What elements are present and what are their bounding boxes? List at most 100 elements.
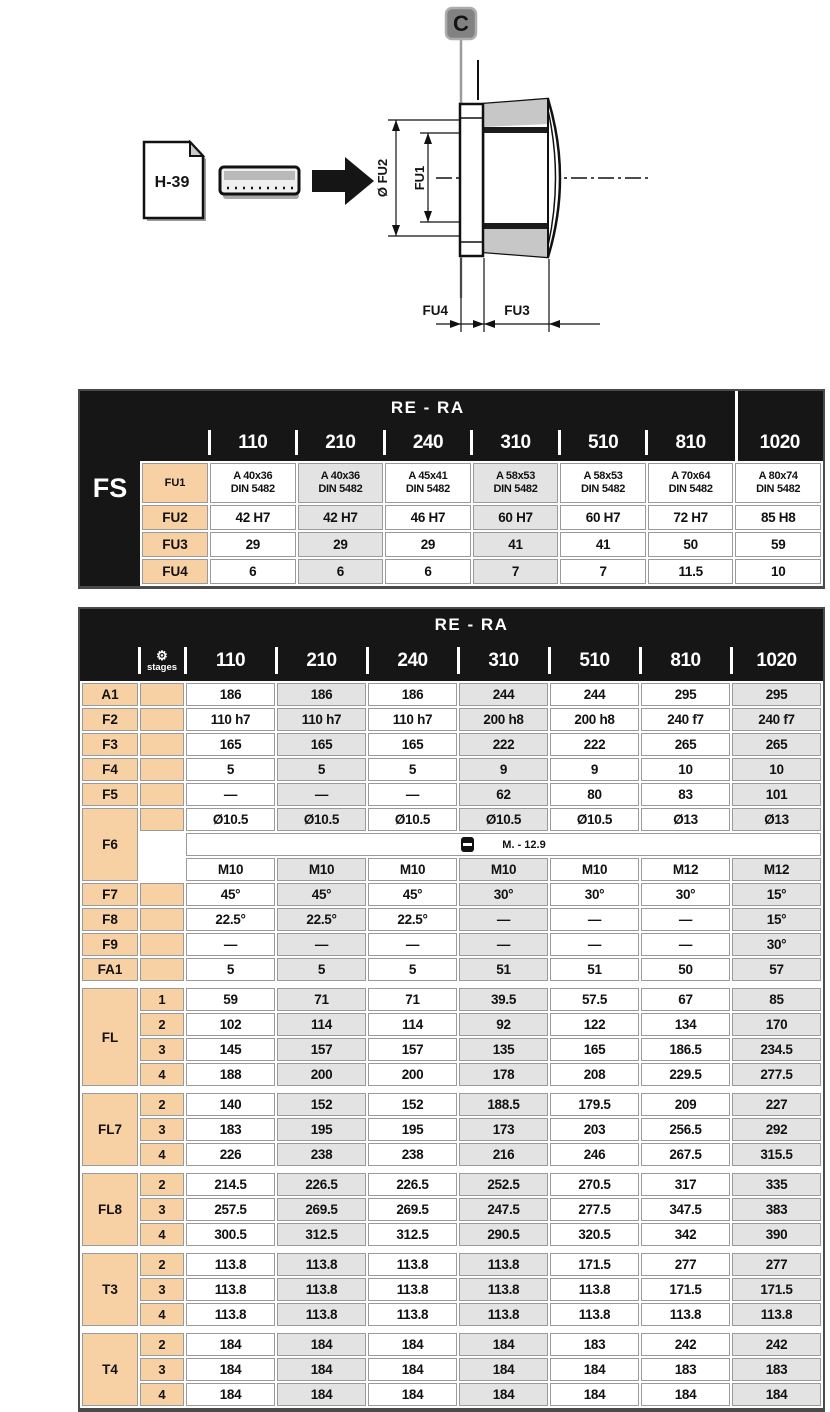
col-header: 810 (638, 640, 730, 681)
table-cell: 71 (277, 988, 366, 1011)
table-cell: 45° (186, 883, 275, 906)
col-header: 310 (470, 424, 559, 461)
table-cell: 383 (732, 1198, 821, 1221)
table-cell: A 58x53 DIN 5482 (472, 463, 559, 503)
table-cell: 240 f7 (641, 708, 730, 731)
table-cell: 113.8 (368, 1278, 457, 1301)
table-cell: 92 (459, 1013, 548, 1036)
table-cell: 5 (186, 758, 275, 781)
table-cell: A 45x41 DIN 5482 (385, 463, 471, 503)
table-cell: 85 H8 (735, 505, 821, 530)
table-cell: 200 h8 (550, 708, 639, 731)
col-header: 1020 (729, 640, 821, 681)
table-cell: 7 (472, 559, 559, 584)
table-cell: 183 (732, 1358, 821, 1381)
table2-body: A1 186 186 186 244 244 295 295 F2 110 h7 110 h7 110… (80, 681, 823, 1408)
table-cell: 10 (732, 758, 821, 781)
group-separator (82, 1328, 821, 1331)
table-cell: 269.5 (368, 1198, 457, 1221)
table-cell: 157 (368, 1038, 457, 1061)
table-cell: 184 (277, 1358, 366, 1381)
table-cell: 186 (186, 683, 275, 706)
stage-cell (140, 783, 184, 806)
table-cell: 113.8 (732, 1303, 821, 1326)
stage-cell: 2 (140, 1093, 184, 1116)
table-cell: 114 (277, 1013, 366, 1036)
table-cell: 113.8 (277, 1278, 366, 1301)
table-cell: — (550, 908, 639, 931)
table-cell: 57 (732, 958, 821, 981)
table-cell: M10 (368, 858, 457, 881)
table-cell: 30° (459, 883, 548, 906)
table-cell: 277.5 (732, 1063, 821, 1086)
col-header: 240 (365, 640, 457, 681)
row-label: FL7 (82, 1093, 138, 1166)
table-cell: 173 (459, 1118, 548, 1141)
stage-cell: 3 (140, 1038, 184, 1061)
group-separator (82, 983, 821, 986)
table-cell: 57.5 (550, 988, 639, 1011)
fs-dimensions-table: FS RE - RA 110 210 240 310 510 810 1020 FU1 A 4… (78, 389, 825, 589)
table-cell: 60 H7 (472, 505, 559, 530)
table-cell: 290.5 (459, 1223, 548, 1246)
table-cell: 67 (641, 988, 730, 1011)
table-cell: 347.5 (641, 1198, 730, 1221)
table-cell: 242 (641, 1333, 730, 1356)
stage-cell (140, 908, 184, 931)
row-label: F8 (82, 908, 138, 931)
table-cell: 315.5 (732, 1143, 821, 1166)
table-cell: 238 (277, 1143, 366, 1166)
table-cell: 22.5° (186, 908, 275, 931)
table-cell: 15° (732, 883, 821, 906)
screw-icon (461, 837, 475, 852)
table-cell: 188.5 (459, 1093, 548, 1116)
table1-column-header-row: 110 210 240 310 510 810 1020 (80, 424, 823, 461)
stage-cell: 3 (140, 1358, 184, 1381)
stage-cell: 4 (140, 1303, 184, 1326)
table-cell: 59 (735, 532, 821, 557)
screw-class-note: M. - 12.9 (186, 833, 821, 856)
table-cell: 5 (368, 958, 457, 981)
technical-diagram: C H-39 Ø FU2 (142, 6, 648, 332)
table-cell: 267.5 (641, 1143, 730, 1166)
table-cell: 110 h7 (277, 708, 366, 731)
table-cell: 295 (732, 683, 821, 706)
col-header: 1020 (735, 424, 821, 461)
table-cell: 30° (641, 883, 730, 906)
table-cell: 200 (368, 1063, 457, 1086)
table-cell: 101 (732, 783, 821, 806)
table-cell: 171.5 (641, 1278, 730, 1301)
table-cell: 171.5 (732, 1278, 821, 1301)
stages-gear-icon: ⚙ (156, 647, 168, 663)
fs-side-label: FS (80, 391, 140, 586)
stage-cell (140, 758, 184, 781)
table-cell: 184 (368, 1383, 457, 1406)
table-cell: 6 (297, 559, 384, 584)
stage-cell (140, 958, 184, 981)
table-cell: 140 (186, 1093, 275, 1116)
col-header: 110 (207, 424, 296, 461)
table-cell: 30° (550, 883, 639, 906)
table-cell: 11.5 (647, 559, 734, 584)
table-cell: Ø13 (732, 808, 821, 831)
table-cell: — (459, 908, 548, 931)
header-spacer (82, 640, 138, 681)
col-header: 510 (547, 640, 639, 681)
table-cell: 157 (277, 1038, 366, 1061)
section-marker-label: C (453, 11, 469, 36)
table-cell: 5 (277, 758, 366, 781)
table-cell: 312.5 (368, 1223, 457, 1246)
table-cell: 188 (186, 1063, 275, 1086)
table-cell: 317 (641, 1173, 730, 1196)
table-cell: 9 (550, 758, 639, 781)
table-cell: 10 (735, 559, 821, 584)
stages-header: ⚙ stages (137, 640, 187, 681)
table-cell: 295 (641, 683, 730, 706)
table-cell: A 70x64 DIN 5482 (647, 463, 734, 503)
table-cell: 292 (732, 1118, 821, 1141)
table-cell: 300.5 (186, 1223, 275, 1246)
group-separator (82, 1088, 821, 1091)
table-cell: 208 (550, 1063, 639, 1086)
table-cell: — (550, 933, 639, 956)
table-cell: 200 (277, 1063, 366, 1086)
